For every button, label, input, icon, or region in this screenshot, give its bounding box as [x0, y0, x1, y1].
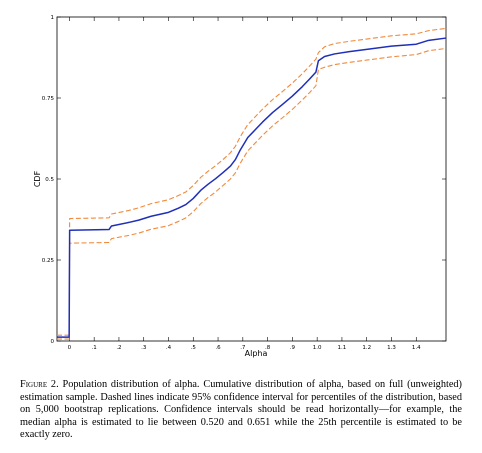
y-tick-label: 0.75 [42, 96, 55, 102]
x-tick-label: .2 [116, 345, 121, 351]
y-axis-label: CDF [33, 170, 42, 187]
x-tick-label: .3 [141, 345, 147, 351]
x-tick-label: 1.3 [387, 345, 396, 351]
x-tick-label: .1 [92, 345, 97, 351]
x-axis-label: Alpha [245, 349, 268, 358]
plot-area-frame [56, 16, 447, 342]
x-tick-label: .8 [265, 345, 271, 351]
y-tick-label: 0.5 [45, 177, 54, 183]
y-tick-label: 0 [51, 339, 55, 345]
caption-text: Population distribution of alpha. Cumula… [20, 379, 462, 441]
caption-label: Figure 2. [20, 379, 59, 390]
y-axis-ticks: 0 0.25 0.5 0.75 1 [42, 15, 446, 345]
ci-bound-line [57, 47, 447, 340]
y-tick-label: 1 [51, 15, 55, 21]
ci-bound-line [57, 27, 447, 336]
cdf-chart: 0 0.25 0.5 0.75 1 0 .1 .2 .3 .4 .5 .6 .7 .8 .9 1.0 1.1 1… [33, 15, 447, 358]
figure-caption: Figure 2. Population distribution of alp… [20, 379, 462, 442]
x-tick-label: .5 [191, 345, 197, 351]
x-tick-label: 1.4 [412, 345, 421, 351]
x-tick-label: 1.0 [313, 345, 322, 351]
median-cdf-line [57, 37, 447, 338]
x-axis-ticks: 0 .1 .2 .3 .4 .5 .6 .7 .8 .9 1.0 1.1 1.2 1.3 1.4 [68, 17, 421, 351]
series-lines [57, 27, 447, 340]
x-tick-label: 1.2 [362, 345, 371, 351]
y-tick-label: 0.25 [42, 258, 55, 264]
x-tick-label: .9 [290, 345, 296, 351]
x-tick-label: 0 [68, 345, 72, 351]
x-tick-label: .4 [166, 345, 172, 351]
x-tick-label: 1.1 [338, 345, 347, 351]
x-tick-label: .7 [240, 345, 246, 351]
x-tick-label: .6 [215, 345, 221, 351]
